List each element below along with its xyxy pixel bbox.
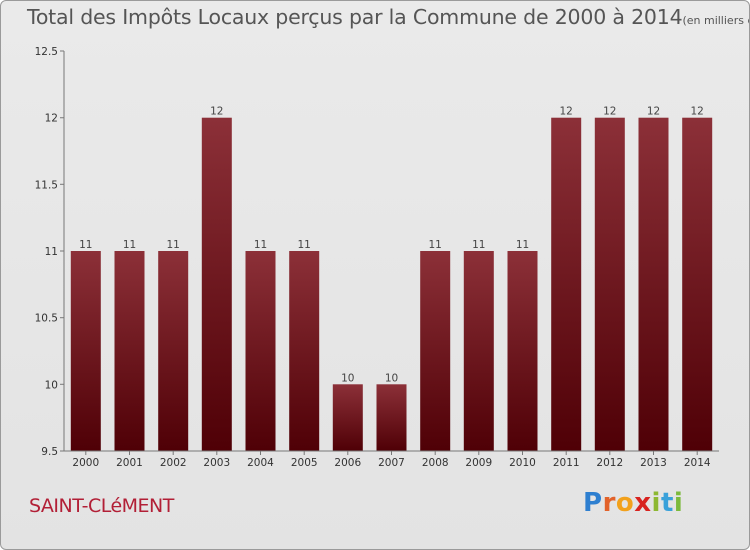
bar-2003 <box>201 117 232 451</box>
commune-name: SAINT-CLéMENT <box>29 495 174 517</box>
y-tick-label-11.5: 11.5 <box>35 179 58 191</box>
x-tick-label-2002: 2002 <box>160 457 187 469</box>
x-tick-label-2013: 2013 <box>640 457 667 469</box>
x-tick-label-2005: 2005 <box>291 457 318 469</box>
x-tick-label-2001: 2001 <box>116 457 143 469</box>
bar-2000 <box>70 251 101 451</box>
x-tick-label-2008: 2008 <box>422 457 449 469</box>
chart-unit: (en milliers d'€) <box>682 14 749 27</box>
bar-2012 <box>594 117 625 451</box>
y-tick-label-10.5: 10.5 <box>35 313 58 325</box>
bar-2009 <box>463 251 494 451</box>
bar-2014 <box>682 117 713 451</box>
logo-letter: x <box>634 488 652 518</box>
bar-2004 <box>245 251 276 451</box>
bar-2013 <box>638 117 669 451</box>
x-tick-label-2007: 2007 <box>378 457 405 469</box>
y-tick-label-11: 11 <box>45 246 58 258</box>
bars-group: 11 11 11 12 11 11 10 10 11 11 11 12 12 12 12 <box>70 106 713 451</box>
x-tick-label-2006: 2006 <box>334 457 361 469</box>
x-tick-label-2000: 2000 <box>72 457 99 469</box>
value-label-2009: 11 <box>472 239 485 251</box>
x-tick-label-2014: 2014 <box>684 457 711 469</box>
value-label-2010: 11 <box>516 239 529 251</box>
value-label-2002: 11 <box>167 239 180 251</box>
y-tick-label-12.5: 12.5 <box>35 46 58 58</box>
value-label-2014: 12 <box>691 106 704 118</box>
bar-2007 <box>376 384 407 451</box>
value-label-2013: 12 <box>647 106 660 118</box>
value-label-2012: 12 <box>603 106 616 118</box>
x-tick-label-2010: 2010 <box>509 457 536 469</box>
value-label-2007: 10 <box>385 372 398 384</box>
value-label-2008: 11 <box>429 239 442 251</box>
y-tick-label-12: 12 <box>45 113 58 125</box>
bar-2008 <box>420 251 451 451</box>
logo-letter: r <box>602 488 616 518</box>
logo-letter: t <box>660 488 674 518</box>
x-tick-label-2009: 2009 <box>465 457 492 469</box>
value-label-2006: 10 <box>341 372 354 384</box>
value-label-2003: 12 <box>210 106 223 118</box>
logo-letter: i <box>673 488 684 518</box>
bar-2011 <box>551 117 582 451</box>
bar-2005 <box>289 251 320 451</box>
x-tick-label-2012: 2012 <box>596 457 623 469</box>
bar-2010 <box>507 251 538 451</box>
x-tick-label-2003: 2003 <box>203 457 230 469</box>
logo-letter: i <box>651 488 661 518</box>
x-tick-label-2004: 2004 <box>247 457 274 469</box>
x-tick-label-2011: 2011 <box>553 457 580 469</box>
bar-2002 <box>158 251 189 451</box>
value-label-2004: 11 <box>254 239 267 251</box>
axes-group: 2000 2001 2002 2003 2004 2005 2006 2007 2008 2009… <box>35 46 719 469</box>
y-tick-label-9.5: 9.5 <box>41 446 58 458</box>
value-label-2000: 11 <box>79 239 92 251</box>
chart-title-text: Total des Impôts Locaux perçus par la Co… <box>27 5 683 29</box>
value-label-2011: 12 <box>560 106 573 118</box>
bar-2001 <box>114 251 145 451</box>
value-label-2001: 11 <box>123 239 136 251</box>
logo-letter: o <box>615 488 635 518</box>
y-tick-label-10: 10 <box>45 379 58 391</box>
value-label-2005: 11 <box>298 239 311 251</box>
chart-title: Total des Impôts Locaux perçus par la Co… <box>27 5 749 29</box>
logo-letter: P <box>583 488 603 518</box>
bar-2006 <box>332 384 363 451</box>
proxiti-logo: Proxiti <box>583 488 683 518</box>
